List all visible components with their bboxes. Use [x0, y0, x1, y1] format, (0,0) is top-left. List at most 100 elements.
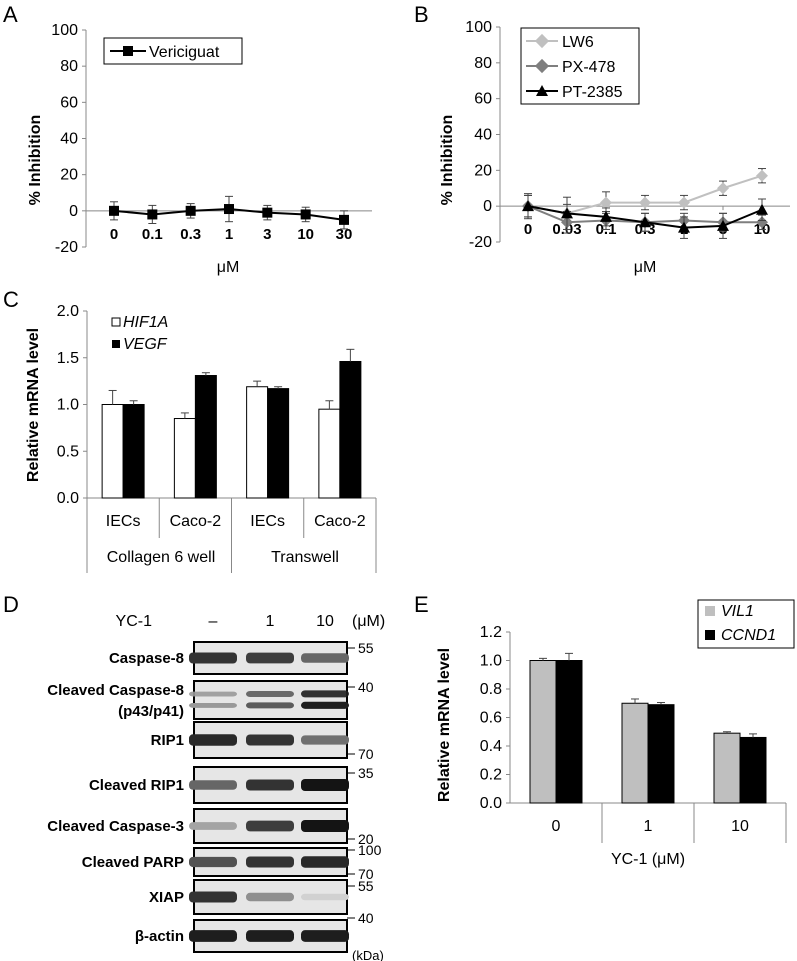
panel-a-series-vericiguat-point-0 — [109, 205, 119, 216]
panel-e-series-vil1-bar-2 — [713, 732, 741, 804]
panel-d-dose-2: 10 — [316, 613, 334, 630]
blot-cleaved-rip1-band-0 — [189, 780, 237, 790]
panel-c-ylabel: Relative mRNA level — [25, 328, 42, 482]
panel-d-treatment-label: YC-1 — [116, 613, 153, 630]
panel-b-series-lw6-point-6 — [756, 169, 768, 182]
panel-a-xtick-label-4: 3 — [263, 226, 271, 243]
panel-a-xtick-label-6: 30 — [336, 226, 353, 243]
panel-a-xtick-label-5: 10 — [297, 226, 314, 243]
panel-a-series-vericiguat-point-6 — [339, 214, 349, 225]
blot-rip1-band-0 — [189, 734, 237, 746]
blot-cleaved-rip1-marker-0: 35 — [358, 765, 374, 781]
panel-c-series-hif1a-bar-2 — [246, 386, 269, 499]
blot-xiap-label: XIAP — [149, 889, 184, 906]
panel-b-ytick-label-3: 40 — [474, 127, 492, 144]
blot-cleaved-caspase-8-frame — [193, 680, 348, 720]
panel-a-ytick-label-5: 80 — [60, 58, 78, 75]
panel-c-group-label-collagen: Collagen 6 well — [107, 549, 216, 566]
panel-e-ytick-label-0: 0.0 — [480, 795, 502, 812]
panel-a-ytick-label-6: 100 — [51, 22, 78, 39]
panel-c-legend-swatch-vegf — [112, 340, 120, 348]
panel-e-ytick-label-1: 0.2 — [480, 767, 502, 784]
panel-d-dose-0: – — [209, 613, 218, 630]
blot-xiap-band-2 — [301, 893, 349, 901]
panel-b-series-lw6-point-5 — [717, 182, 729, 195]
blot-cleaved-rip1-band-1 — [246, 779, 294, 791]
panel-label-e: E — [414, 592, 429, 617]
panel-a-xtick-label-3: 1 — [225, 226, 233, 243]
blot-rip1-band-1 — [246, 734, 294, 746]
panel-c-ytick-label-4: 2.0 — [57, 303, 79, 320]
panel-b-series-pt2385-point-4 — [678, 221, 690, 233]
panel-c-series-vegf-bar-3 — [339, 360, 362, 499]
panel-b-ytick-label-5: 80 — [474, 55, 492, 72]
panel-a-series-vericiguat-point-4 — [262, 207, 273, 218]
blot-cleaved-caspase-8-band-upper-1 — [246, 691, 294, 697]
panel-e-series-ccnd1-bar-1 — [647, 704, 675, 804]
panel-e-xtick-label-1: 1 — [644, 818, 653, 835]
blot-cleaved-caspase-8-band-lower-1 — [246, 702, 294, 709]
panel-b-series-pt2385-point-3 — [639, 216, 651, 228]
panel-c-series-hif1a-bar-3 — [318, 408, 341, 499]
blot-cleaved-caspase-3-band-0 — [189, 822, 237, 830]
blot-xiap-marker-0: 55 — [358, 878, 374, 894]
panel-a-ylabel: % Inhibition — [27, 115, 44, 206]
blot--actin-label: β-actin — [135, 928, 184, 945]
blot--actin-band-1 — [246, 930, 294, 942]
blot-xiap-band-0 — [189, 891, 237, 903]
panel-e-ylabel: Relative mRNA level — [436, 648, 453, 802]
blot-cleaved-rip1-band-2 — [301, 779, 349, 791]
blot-cleaved-caspase-8-band-lower-0 — [189, 703, 237, 708]
blot-caspase-8-marker-0: 55 — [358, 640, 374, 656]
panel-d-dose-unit: (μM) — [352, 613, 385, 630]
panel-b-legend-label-lw6: LW6 — [562, 34, 594, 51]
panel-e-legend-label-vil1: VIL1 — [721, 603, 754, 620]
blot-caspase-8-band-0 — [189, 652, 237, 664]
panel-b-series-lw6-point-2 — [600, 196, 612, 209]
panel-b-xtick-label-0: 0 — [524, 221, 532, 238]
panel-e-ytick-label-2: 0.4 — [480, 738, 502, 755]
blot-cleaved-caspase-8-band-upper-2 — [301, 690, 349, 698]
blot-cleaved-caspase-8-label: Cleaved Caspase-8 — [47, 682, 184, 699]
panel-b-legend-label-px478: PX-478 — [562, 59, 615, 76]
panel-c-legend-label-hif1a: HIF1A — [123, 314, 168, 331]
panel-a-line-chart: % Inhibition μM Vericiguat -20 0 20 40 60 80 1… — [27, 22, 372, 276]
panel-e-xtick-label-0: 0 — [552, 818, 561, 835]
panel-c-bar-chart: Relative mRNA level HIF1A VEGF Collagen … — [25, 303, 377, 573]
blot--actin-marker-0: 40 — [358, 910, 374, 926]
panel-e-ytick-label-5: 1.0 — [480, 653, 502, 670]
panel-label-c: C — [3, 287, 19, 312]
blot-cleaved-caspase-3-marker-0: 20 — [358, 831, 374, 847]
blot--actin-band-2 — [301, 930, 349, 942]
blot-rip1-marker-0: 70 — [358, 746, 374, 762]
panel-c-series-vegf-bar-1 — [194, 375, 217, 499]
panel-d-western-blot: YC-1 – 1 10 (μM) (kDa) Caspase-8 55 Cleave… — [47, 613, 385, 961]
panel-a-xtick-label-1: 0.1 — [142, 226, 163, 243]
blot-cleaved-caspase-8-band-lower-2 — [301, 701, 349, 709]
blot-cleaved-parp-band-1 — [246, 856, 294, 868]
panel-a-legend-label: Vericiguat — [149, 44, 220, 61]
panel-a-series-vericiguat-point-5 — [300, 209, 311, 220]
panel-b-legend-marker-pt2385 — [536, 85, 548, 96]
blot-cleaved-rip1-label: Cleaved RIP1 — [89, 777, 184, 794]
panel-a-xlabel: μM — [217, 259, 240, 276]
panel-c-ytick-label-2: 1.0 — [57, 397, 79, 414]
panel-c-ytick-label-3: 1.5 — [57, 350, 79, 367]
panel-c-ytick-label-0: 0.0 — [57, 490, 79, 507]
panel-b-line-chart: % Inhibition μM LW6 PX-478 PT-2385 -20 0 2… — [439, 19, 790, 276]
panel-b-series-pt2385-point-0 — [522, 200, 534, 212]
panel-a-series-vericiguat-point-2 — [185, 205, 196, 216]
blot-cleaved-caspase-8-sublabel: (p43/p41) — [118, 703, 184, 720]
blot-cleaved-caspase-3-label: Cleaved Caspase-3 — [47, 818, 184, 835]
panel-e-series-ccnd1-bar-2 — [739, 736, 767, 804]
panel-b-ytick-label-0: -20 — [469, 234, 492, 251]
panel-c-series-vegf-bar-0 — [122, 404, 145, 499]
panel-b-ylabel: % Inhibition — [439, 115, 456, 206]
panel-b-ytick-label-6: 100 — [465, 19, 492, 36]
panel-e-series-vil1-bar-1 — [621, 702, 649, 804]
panel-a-legend-marker — [123, 46, 133, 56]
blot-cleaved-caspase-3-band-2 — [301, 820, 349, 832]
panel-a-xtick-label-2: 0.3 — [180, 226, 201, 243]
panel-e-series-vil1-bar-0 — [529, 660, 557, 804]
panel-b-ytick-label-2: 20 — [474, 162, 492, 179]
